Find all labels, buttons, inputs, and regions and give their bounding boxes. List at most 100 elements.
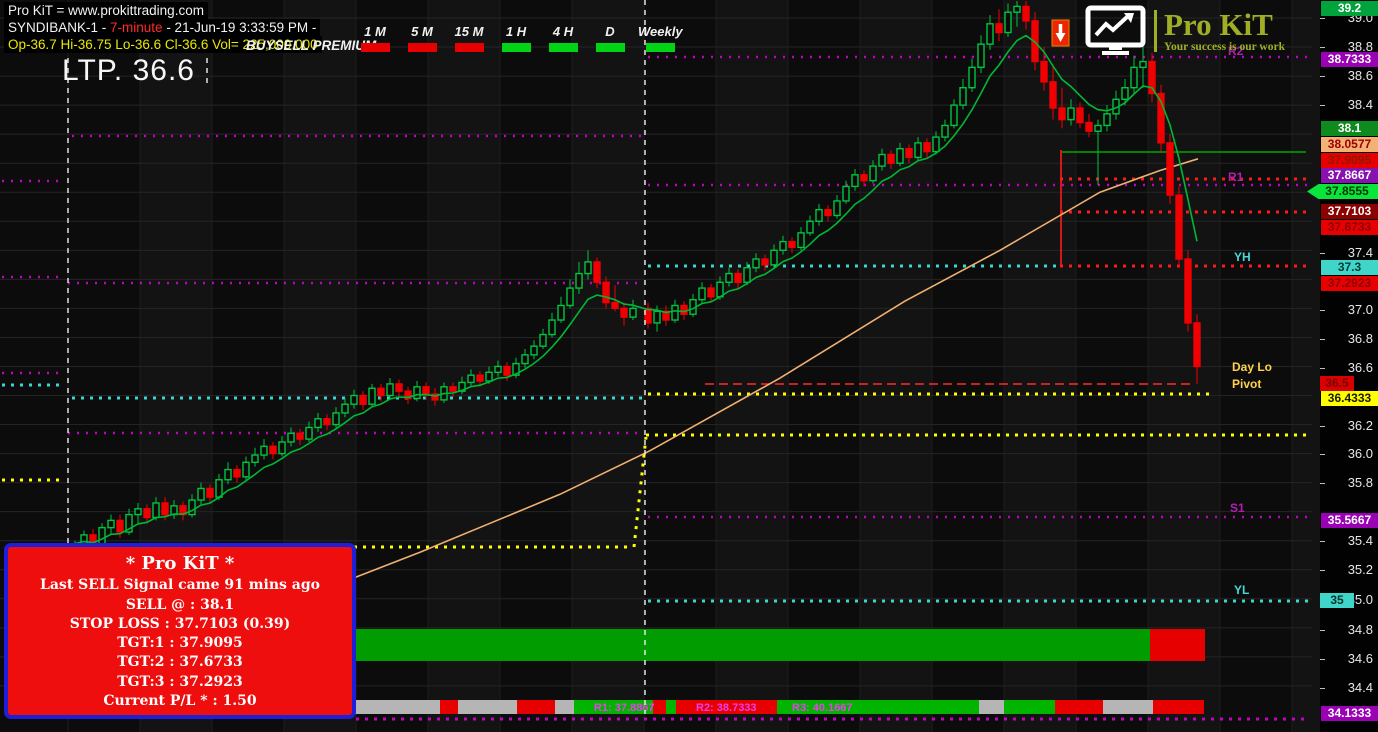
level-label: S1: [1230, 501, 1245, 515]
candle-body: [449, 386, 457, 392]
candle-body: [914, 142, 922, 159]
candle-body: [797, 232, 805, 249]
candle-body: [152, 502, 160, 519]
signal-strip-segment: [1004, 700, 1055, 714]
candle-body: [620, 307, 628, 318]
timeframe-button-1m[interactable]: 1 M: [356, 24, 394, 52]
axis-price-label: 34.4: [1347, 680, 1373, 695]
axis-tick: [1320, 688, 1325, 689]
axis-tick: [1320, 368, 1325, 369]
timeframe-button-5m[interactable]: 5 M: [403, 24, 441, 52]
timeframe-row: 1 M 5 M 15 M 1 H 4 H D Weekly: [356, 24, 683, 52]
signal-strip-segment: [440, 700, 458, 714]
candle-body: [314, 418, 322, 429]
logo: Pro KiT Your success is our work: [1084, 5, 1285, 57]
axis-tick: [1320, 541, 1325, 542]
price-axis[interactable]: 39.0 38.8 38.6 38.4 37.4 37.0 36.8 36.6 36.2 36.0…: [1307, 0, 1378, 732]
app-title: Pro KiT = www.prokittrading.com: [4, 2, 208, 19]
signal-strip-segment: [676, 700, 777, 714]
timeframe-button-4h[interactable]: 4 H: [544, 24, 582, 52]
candle-body: [260, 445, 268, 456]
axis-price-label: 36.6: [1347, 360, 1373, 375]
candle-body: [1040, 60, 1048, 83]
signal-tgt1: TGT:1 : 37.9095: [117, 635, 243, 652]
candle-body: [593, 261, 601, 283]
candle-body: [332, 412, 340, 426]
candle-body: [494, 365, 502, 373]
candle-body: [251, 454, 259, 464]
candle-body: [143, 508, 151, 519]
candle-body: [368, 387, 376, 405]
level-label: Pivot: [1232, 377, 1261, 391]
candle-body: [602, 281, 610, 304]
candle-body: [134, 508, 142, 516]
timeframe-button-weekly[interactable]: Weekly: [638, 24, 683, 52]
candle-body: [278, 441, 286, 455]
axis-price-badge: 37.9095: [1321, 153, 1378, 168]
candle-body: [1094, 124, 1102, 132]
axis-price-badge: 34.1333: [1321, 706, 1378, 721]
timeframe-button-1h[interactable]: 1 H: [497, 24, 535, 52]
candle-body: [467, 374, 475, 384]
candle-body: [1067, 107, 1075, 121]
signal-strip-segment: [777, 700, 979, 714]
axis-tick: [1320, 76, 1325, 77]
candle-body: [530, 345, 538, 356]
axis-tick: [1320, 253, 1325, 254]
candle-body: [269, 445, 277, 455]
candle-body: [680, 304, 688, 315]
candle-body: [377, 387, 385, 397]
timeframe-signal-bar: [595, 43, 625, 52]
axis-price-label: 36.0: [1347, 446, 1373, 461]
timeframe-button-d[interactable]: D: [591, 24, 629, 52]
candle-body: [860, 174, 868, 182]
datetime-label: - 21-Jun-19 3:33:59 PM -: [162, 20, 317, 35]
signal-strip-segment: [574, 700, 653, 714]
candle-body: [1148, 60, 1156, 95]
candle-body: [1139, 60, 1147, 69]
candle-body: [1022, 5, 1030, 22]
axis-price-badge: 37.2923: [1321, 276, 1378, 291]
strip-pivot-label: R2: 38.7333: [696, 702, 757, 714]
timeframe-button-15m[interactable]: 15 M: [450, 24, 488, 52]
candle-body: [869, 165, 877, 182]
axis-price-label: 36.2: [1347, 418, 1373, 433]
candle-body: [359, 394, 367, 405]
axis-tick: [1320, 47, 1325, 48]
candle-body: [188, 499, 196, 516]
axis-price-label: 35.0: [1347, 592, 1373, 607]
axis-price-label: 38.6: [1347, 68, 1373, 83]
axis-tick: [1320, 454, 1325, 455]
signal-info-panel[interactable]: * Pro KiT * Last SELL Signal came 91 min…: [4, 543, 356, 719]
strip-pivot-label: R1: 37.8867: [594, 702, 655, 714]
timeframe-label: 1 M: [364, 24, 386, 39]
candle-body: [584, 261, 592, 275]
candle-body: [1085, 121, 1093, 132]
ltp-value: LTP. 36.6: [62, 54, 195, 87]
timeframe-signal-bar: [360, 43, 390, 52]
candle-body: [977, 43, 985, 69]
axis-price-label: 35.2: [1347, 562, 1373, 577]
candle-body: [644, 307, 652, 324]
axis-price-badge: 38.7333: [1321, 52, 1378, 67]
monitor-chart-icon: [1085, 5, 1146, 55]
level-label: Day Lo: [1232, 360, 1272, 374]
candle-body: [224, 468, 232, 481]
candle-body: [323, 418, 331, 426]
candle-body: [629, 307, 637, 318]
interval-label[interactable]: 7-minute: [110, 20, 163, 35]
axis-price-label: 38.4: [1347, 97, 1373, 112]
signal-strip-segment: [354, 700, 440, 714]
candle-body: [125, 513, 133, 533]
axis-price-badge: 38.0577: [1321, 137, 1378, 152]
signal-sell-at: SELL @ : 38.1: [125, 596, 235, 613]
candle-body: [905, 147, 913, 159]
axis-tick: [1320, 105, 1325, 106]
signal-panel-title: * Pro KiT *: [125, 553, 235, 574]
axis-price-badge: 37.3: [1321, 260, 1378, 275]
buysell-premium-label: BUYSELL PREMIUM: [246, 38, 377, 53]
timeframe-signal-bar: [548, 43, 578, 52]
candlestick-chart[interactable]: R1: 37.8867 R2: 38.7333 R3: 40.1667 R2 R1 YH D…: [0, 0, 1320, 732]
signal-strip-segment: [979, 700, 1004, 714]
candle-body: [1058, 107, 1066, 121]
